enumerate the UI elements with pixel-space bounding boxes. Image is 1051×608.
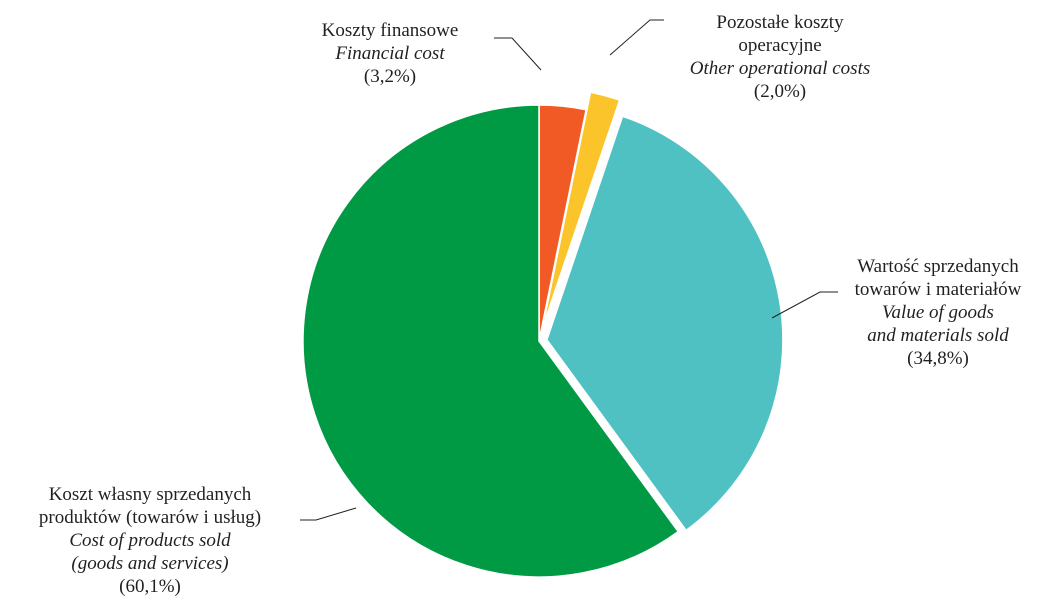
pie-slice-goods-materials xyxy=(546,115,784,532)
slice-label-pl-line: Koszt własny sprzedanych xyxy=(49,484,252,505)
leader-line-financial xyxy=(494,37,542,71)
slice-label-pl-line: operacyjne xyxy=(738,35,821,56)
slice-label-en-line: Other operational costs xyxy=(690,58,871,79)
slice-percent-label: (60,1%) xyxy=(119,576,181,597)
leader-lines xyxy=(300,19,838,521)
slice-percent-label: (34,8%) xyxy=(907,348,969,369)
slice-percent-label: (2,0%) xyxy=(754,81,806,102)
slice-label-pl-line: produktów (towarów i usług) xyxy=(39,507,261,528)
slice-percent-label: (3,2%) xyxy=(364,66,416,87)
slice-label-en-line: Cost of products sold xyxy=(69,530,231,551)
pie-slice-cost-products xyxy=(302,104,680,578)
leader-line-goods-materials xyxy=(771,291,838,319)
slice-label-en-line: Financial cost xyxy=(334,43,445,64)
leader-line-cost-products xyxy=(300,507,357,521)
slice-label-pl-line: Pozostałe koszty xyxy=(716,12,844,33)
pie-slice-other-operational xyxy=(541,91,621,328)
slice-label-en-line: and materials sold xyxy=(867,325,1009,346)
slice-label-pl-line: towarów i materiałów xyxy=(855,279,1022,300)
slice-label-pl-line: Koszty finansowe xyxy=(322,20,459,41)
slice-label-pl-line: Wartość sprzedanych xyxy=(857,256,1019,277)
pie-slices xyxy=(302,91,784,578)
slice-label-en-line: (goods and services) xyxy=(71,553,228,574)
slice-label-en-line: Value of goods xyxy=(882,302,994,323)
leader-line-other-operational xyxy=(609,19,664,56)
